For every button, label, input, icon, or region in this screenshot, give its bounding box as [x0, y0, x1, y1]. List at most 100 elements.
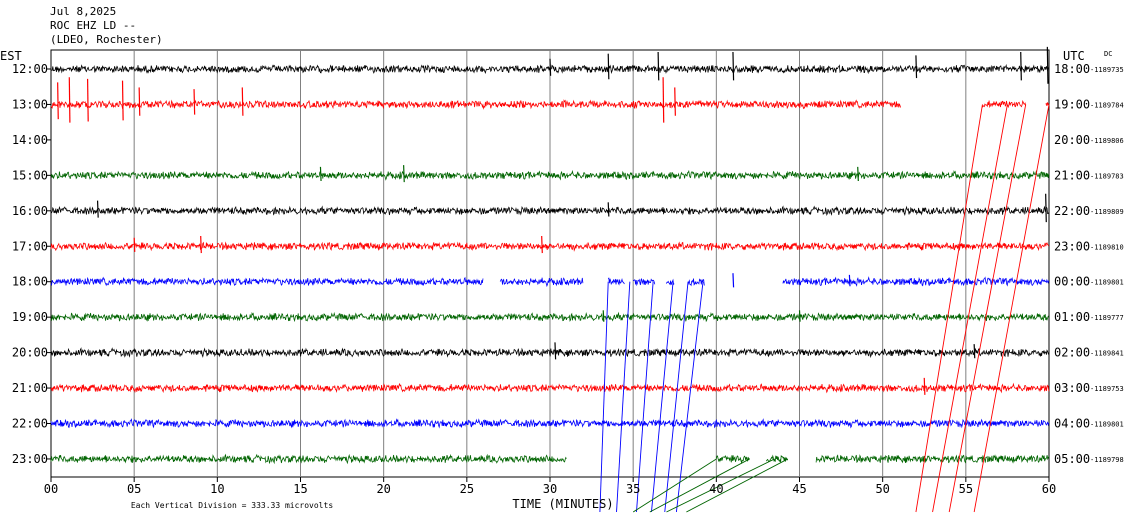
dc-offset-label: -1189801 [1090, 421, 1124, 429]
trace-spike [121, 80, 124, 121]
utc-hour-label: 00:00 [1054, 275, 1090, 289]
utc-hour-label: 19:00 [1054, 97, 1090, 111]
trace-segment [715, 455, 750, 465]
trace-spike [68, 77, 71, 123]
trace-segment [50, 99, 901, 110]
trace-segment [50, 311, 1049, 323]
trace-segment [499, 277, 584, 288]
est-hour-label: 20:00 [12, 346, 48, 360]
x-tick-label: 35 [626, 482, 640, 496]
scale-note: Each Vertical Division = 333.33 microvol… [131, 501, 333, 510]
x-tick-label: 30 [543, 482, 557, 496]
trace-drop-line [948, 104, 1027, 513]
trace-spike [138, 87, 141, 116]
est-hour-label: 23:00 [12, 452, 48, 466]
x-tick-label: 60 [1042, 482, 1056, 496]
date-label: Jul 8,2025 [50, 5, 117, 18]
trace-drop-line [932, 104, 1008, 513]
utc-hour-label: 01:00 [1054, 310, 1090, 324]
utc-hour-label: 04:00 [1054, 417, 1090, 431]
dc-offset-label: -1189735 [1090, 66, 1124, 74]
trace-drop-line [599, 281, 609, 513]
trace-segment [50, 276, 484, 287]
trace-drop-line [664, 281, 689, 513]
est-hour-label: 16:00 [12, 204, 48, 218]
x-tick-label: 20 [376, 482, 390, 496]
dc-offset-label: -1189784 [1090, 101, 1124, 109]
trace-spike [241, 87, 244, 116]
x-tick-label: 05 [127, 482, 141, 496]
trace-spike [923, 377, 926, 395]
est-hour-label: 19:00 [12, 310, 48, 324]
trace-segment [1045, 102, 1050, 106]
trace-segment [687, 278, 705, 287]
dc-offset-label: -1189809 [1090, 208, 1124, 216]
utc-hour-label: 03:00 [1054, 381, 1090, 395]
est-hour-label: 21:00 [12, 381, 48, 395]
station-label: ROC EHZ LD -- [50, 19, 137, 32]
trace-spike [732, 273, 735, 288]
trace-segment [50, 453, 567, 465]
trace-drop-line [616, 281, 631, 513]
trace-drop-line [666, 458, 775, 513]
dc-offset-label: -1189810 [1090, 243, 1124, 251]
trace-spike [96, 200, 99, 218]
x-tick-label: 10 [210, 482, 224, 496]
trace-spike [732, 51, 735, 81]
dc-offset-label: -1189777 [1090, 314, 1124, 322]
est-hour-label: 14:00 [12, 133, 48, 147]
trace-spike [541, 236, 543, 254]
est-hour-label: 17:00 [12, 239, 48, 253]
dc-offset-label: -1189798 [1090, 456, 1124, 464]
trace-spike [915, 55, 918, 79]
est-axis-label: EST [0, 49, 22, 63]
x-tick-label: 25 [460, 482, 474, 496]
trace-spike [1020, 51, 1022, 81]
grid [47, 49, 1050, 482]
trace-segment [50, 169, 1050, 181]
est-hour-label: 15:00 [12, 168, 48, 182]
est-hour-label: 18:00 [12, 275, 48, 289]
trace-spike [657, 51, 660, 81]
trace-spike [798, 310, 801, 322]
utc-hour-label: 20:00 [1054, 133, 1090, 147]
trace-spike [674, 87, 676, 116]
trace-spike [133, 237, 136, 252]
trace-segment [50, 241, 1050, 252]
trace-segment [782, 276, 1050, 287]
utc-hour-label: 05:00 [1054, 452, 1090, 466]
trace-drop-line [973, 104, 1050, 513]
trace-segment [982, 99, 1027, 109]
est-hour-label: 13:00 [12, 97, 48, 111]
trace-spike [1046, 46, 1049, 84]
x-tick-label: 00 [44, 482, 58, 496]
network-label: (LDEO, Rochester) [50, 33, 163, 46]
trace-spike [607, 53, 610, 80]
trace-segment [607, 277, 625, 286]
trace-spike [1045, 193, 1047, 223]
trace-spike [549, 58, 552, 76]
trace-spike [607, 202, 610, 217]
trace-spike [193, 89, 196, 115]
utc-hour-label: 18:00 [1054, 62, 1090, 76]
trace-spike [848, 274, 851, 287]
trace-spike [857, 166, 859, 182]
trace-spike [662, 77, 665, 123]
trace-segment [50, 347, 1050, 359]
trace-segment [50, 205, 1050, 217]
trace-drop-line [649, 458, 750, 513]
x-tick-label: 40 [709, 482, 723, 496]
trace-spike [554, 342, 557, 360]
trace-drop-line [632, 458, 717, 513]
est-hour-label: 22:00 [12, 417, 48, 431]
trace-drop-line [675, 281, 704, 513]
trace-drop-line [651, 281, 674, 513]
x-tick-label: 45 [792, 482, 806, 496]
trace-spike [403, 165, 405, 183]
dc-offset-label: -1189841 [1090, 350, 1124, 358]
trace-spike [57, 82, 59, 120]
trace-segment [633, 277, 656, 287]
trace-spike [86, 78, 89, 122]
utc-hour-label: 22:00 [1054, 204, 1090, 218]
dc-offset-label: -1189753 [1090, 385, 1124, 393]
